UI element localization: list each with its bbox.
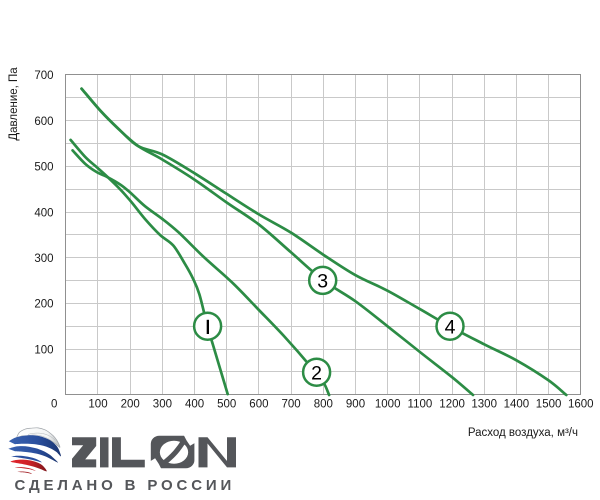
svg-text:1400: 1400 — [504, 398, 530, 410]
svg-text:900: 900 — [346, 398, 365, 410]
svg-text:1200: 1200 — [439, 398, 465, 410]
svg-text:100: 100 — [34, 344, 53, 356]
svg-text:3: 3 — [317, 271, 328, 293]
svg-text:1500: 1500 — [536, 398, 562, 410]
svg-text:300: 300 — [153, 398, 172, 410]
svg-text:100: 100 — [88, 398, 107, 410]
svg-text:СДЕЛАНО В РОССИИ: СДЕЛАНО В РОССИИ — [15, 477, 236, 494]
svg-text:500: 500 — [34, 162, 53, 174]
svg-text:4: 4 — [445, 316, 456, 338]
svg-text:0: 0 — [51, 398, 57, 410]
svg-text:400: 400 — [185, 398, 204, 410]
svg-text:2: 2 — [311, 362, 322, 384]
svg-text:800: 800 — [314, 398, 333, 410]
svg-text:600: 600 — [34, 116, 53, 128]
svg-text:Расход воздуха, м³/ч: Расход воздуха, м³/ч — [468, 427, 578, 439]
svg-text:200: 200 — [34, 299, 53, 311]
svg-text:1600: 1600 — [568, 398, 594, 410]
svg-text:600: 600 — [249, 398, 268, 410]
svg-text:300: 300 — [34, 253, 53, 265]
svg-text:700: 700 — [34, 70, 53, 82]
svg-text:1100: 1100 — [408, 398, 433, 410]
svg-text:1300: 1300 — [471, 398, 497, 410]
svg-text:Давление, Па: Давление, Па — [8, 67, 20, 141]
svg-text:400: 400 — [34, 207, 53, 219]
svg-text:500: 500 — [217, 398, 236, 410]
svg-text:700: 700 — [282, 398, 301, 410]
svg-text:1000: 1000 — [375, 398, 401, 410]
svg-text:200: 200 — [121, 398, 140, 410]
